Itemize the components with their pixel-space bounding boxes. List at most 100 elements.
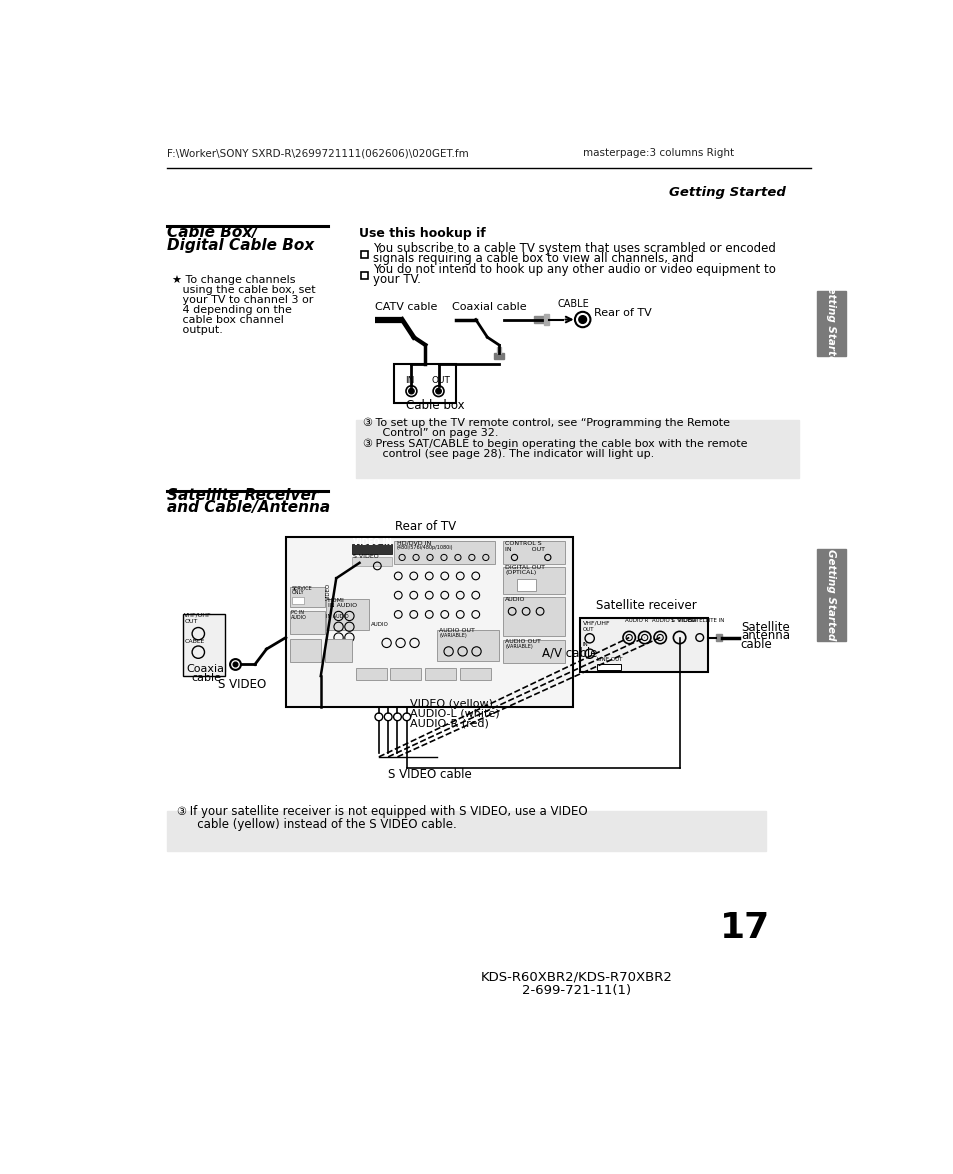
Text: OUT: OUT — [431, 376, 450, 385]
Bar — [290, 587, 324, 607]
Text: 2-699-721-11(1): 2-699-721-11(1) — [521, 984, 630, 997]
Bar — [597, 664, 620, 670]
Text: A/V cable: A/V cable — [541, 647, 597, 660]
Text: cable (yellow) instead of the S VIDEO cable.: cable (yellow) instead of the S VIDEO ca… — [186, 818, 456, 831]
Text: Coaxial: Coaxial — [186, 664, 227, 674]
Bar — [390, 668, 421, 680]
Text: AUDIO OUT: AUDIO OUT — [439, 628, 475, 633]
Text: VIDEO IN: VIDEO IN — [353, 538, 391, 547]
Text: Cable box: Cable box — [406, 399, 464, 412]
Text: Press SAT/CABLE to begin operating the cable box with the remote: Press SAT/CABLE to begin operating the c… — [372, 439, 746, 448]
Text: S VIDEO cable: S VIDEO cable — [388, 768, 472, 781]
Text: SATELLITE IN: SATELLITE IN — [688, 619, 723, 623]
Text: 4 depending on the: 4 depending on the — [172, 305, 292, 316]
Text: Use this hookup if: Use this hookup if — [359, 227, 486, 241]
Text: Satellite: Satellite — [740, 621, 789, 634]
Text: CONTROL S: CONTROL S — [505, 541, 541, 546]
Bar — [816, 291, 845, 357]
Bar — [355, 420, 798, 478]
Text: control (see page 28). The indicator will light up.: control (see page 28). The indicator wil… — [372, 448, 654, 459]
Text: CABLE: CABLE — [184, 639, 204, 643]
Text: AUDIO R  AUDIO L  VIDEO: AUDIO R AUDIO L VIDEO — [624, 619, 695, 623]
Text: cable: cable — [740, 637, 772, 650]
Bar — [183, 614, 225, 676]
Bar — [502, 640, 564, 663]
Text: SERVICE: SERVICE — [291, 586, 312, 591]
Circle shape — [233, 662, 237, 667]
Text: (OPTICAL): (OPTICAL) — [505, 571, 536, 575]
Text: KDS-R60XBR2/KDS-R70XBR2: KDS-R60XBR2/KDS-R70XBR2 — [480, 970, 672, 983]
Text: your TV to channel 3 or: your TV to channel 3 or — [172, 296, 313, 305]
Text: AUDIO-R (red): AUDIO-R (red) — [410, 718, 488, 729]
Text: OUT: OUT — [582, 627, 594, 632]
Bar — [436, 629, 498, 661]
Text: IN: IN — [582, 642, 588, 647]
Text: (480i/576i/480p/1080i): (480i/576i/480p/1080i) — [396, 545, 453, 549]
Text: F:\Worker\SONY SXRD-R\2699721111(062606)\020GET.fm: F:\Worker\SONY SXRD-R\2699721111(062606)… — [167, 148, 469, 158]
Bar — [286, 538, 572, 707]
Bar — [534, 316, 545, 323]
Text: HD/DVD IN: HD/DVD IN — [396, 540, 431, 546]
Text: masterpage:3 columns Right: masterpage:3 columns Right — [582, 148, 733, 158]
Text: IN: IN — [405, 376, 415, 385]
Text: AUDIO: AUDIO — [505, 596, 525, 601]
Bar — [360, 251, 368, 258]
Circle shape — [436, 389, 441, 393]
Text: PC IN: PC IN — [291, 609, 304, 615]
Text: ③: ③ — [362, 439, 373, 448]
Text: OUT: OUT — [184, 619, 197, 623]
Bar — [494, 352, 503, 359]
Text: AUDIO OUT: AUDIO OUT — [505, 639, 540, 643]
Text: AUDIO: AUDIO — [371, 622, 389, 627]
Bar — [352, 544, 392, 554]
Bar — [716, 634, 721, 641]
Text: You do not intend to hook up any other audio or video equipment to: You do not intend to hook up any other a… — [373, 263, 776, 276]
Bar — [425, 668, 456, 680]
Text: IN AUDIO: IN AUDIO — [326, 614, 349, 619]
Bar — [394, 364, 456, 403]
Text: Rear of TV: Rear of TV — [395, 520, 456, 533]
Text: VIDEO: VIDEO — [326, 582, 331, 600]
Text: To set up the TV remote control, see “Programming the Remote: To set up the TV remote control, see “Pr… — [372, 418, 729, 427]
Text: 17: 17 — [720, 911, 769, 945]
Circle shape — [408, 389, 414, 393]
Text: Rear of TV: Rear of TV — [593, 309, 651, 318]
Text: CABLE: CABLE — [557, 299, 588, 309]
Text: ③: ③ — [362, 418, 373, 427]
Text: HDMI: HDMI — [328, 598, 344, 603]
Text: Getting Started: Getting Started — [825, 278, 836, 369]
Text: (VARIABLE): (VARIABLE) — [505, 643, 533, 648]
Text: Digital Cable Box: Digital Cable Box — [167, 238, 314, 254]
Text: If your satellite receiver is not equipped with S VIDEO, use a VIDEO: If your satellite receiver is not equipp… — [186, 805, 587, 818]
Bar — [290, 639, 320, 662]
Bar — [502, 541, 564, 565]
Text: and Cable/Antenna: and Cable/Antenna — [167, 500, 330, 515]
Text: You subscribe to a cable TV system that uses scrambled or encoded: You subscribe to a cable TV system that … — [373, 242, 776, 255]
Text: cable box channel: cable box channel — [172, 316, 284, 325]
Text: Cable Box/: Cable Box/ — [167, 225, 258, 241]
Bar — [502, 598, 564, 636]
Text: Satellite receiver: Satellite receiver — [596, 599, 696, 612]
Text: cable: cable — [192, 673, 222, 682]
Text: LINE OUT: LINE OUT — [597, 657, 622, 662]
Text: signals requiring a cable box to view all channels, and: signals requiring a cable box to view al… — [373, 251, 694, 265]
Bar — [579, 619, 707, 673]
Text: IN AUDIO: IN AUDIO — [328, 602, 356, 608]
Text: DIGITAL OUT: DIGITAL OUT — [505, 565, 544, 571]
Text: VHF/UHF: VHF/UHF — [582, 620, 610, 626]
Text: VHF/UHF: VHF/UHF — [184, 613, 212, 618]
Bar — [290, 610, 324, 634]
Text: Satellite Receiver: Satellite Receiver — [167, 488, 318, 504]
Bar — [326, 599, 369, 629]
Bar — [497, 348, 500, 352]
Bar — [292, 598, 303, 605]
Bar — [167, 811, 765, 851]
Text: (VARIABLE): (VARIABLE) — [439, 633, 467, 637]
Text: ★ To change channels: ★ To change channels — [172, 276, 295, 285]
Text: Getting Started: Getting Started — [669, 187, 785, 200]
Text: ③: ③ — [176, 808, 187, 817]
Text: using the cable box, set: using the cable box, set — [172, 285, 315, 296]
Text: output.: output. — [172, 325, 223, 336]
Text: antenna: antenna — [740, 629, 789, 642]
Bar — [355, 668, 386, 680]
